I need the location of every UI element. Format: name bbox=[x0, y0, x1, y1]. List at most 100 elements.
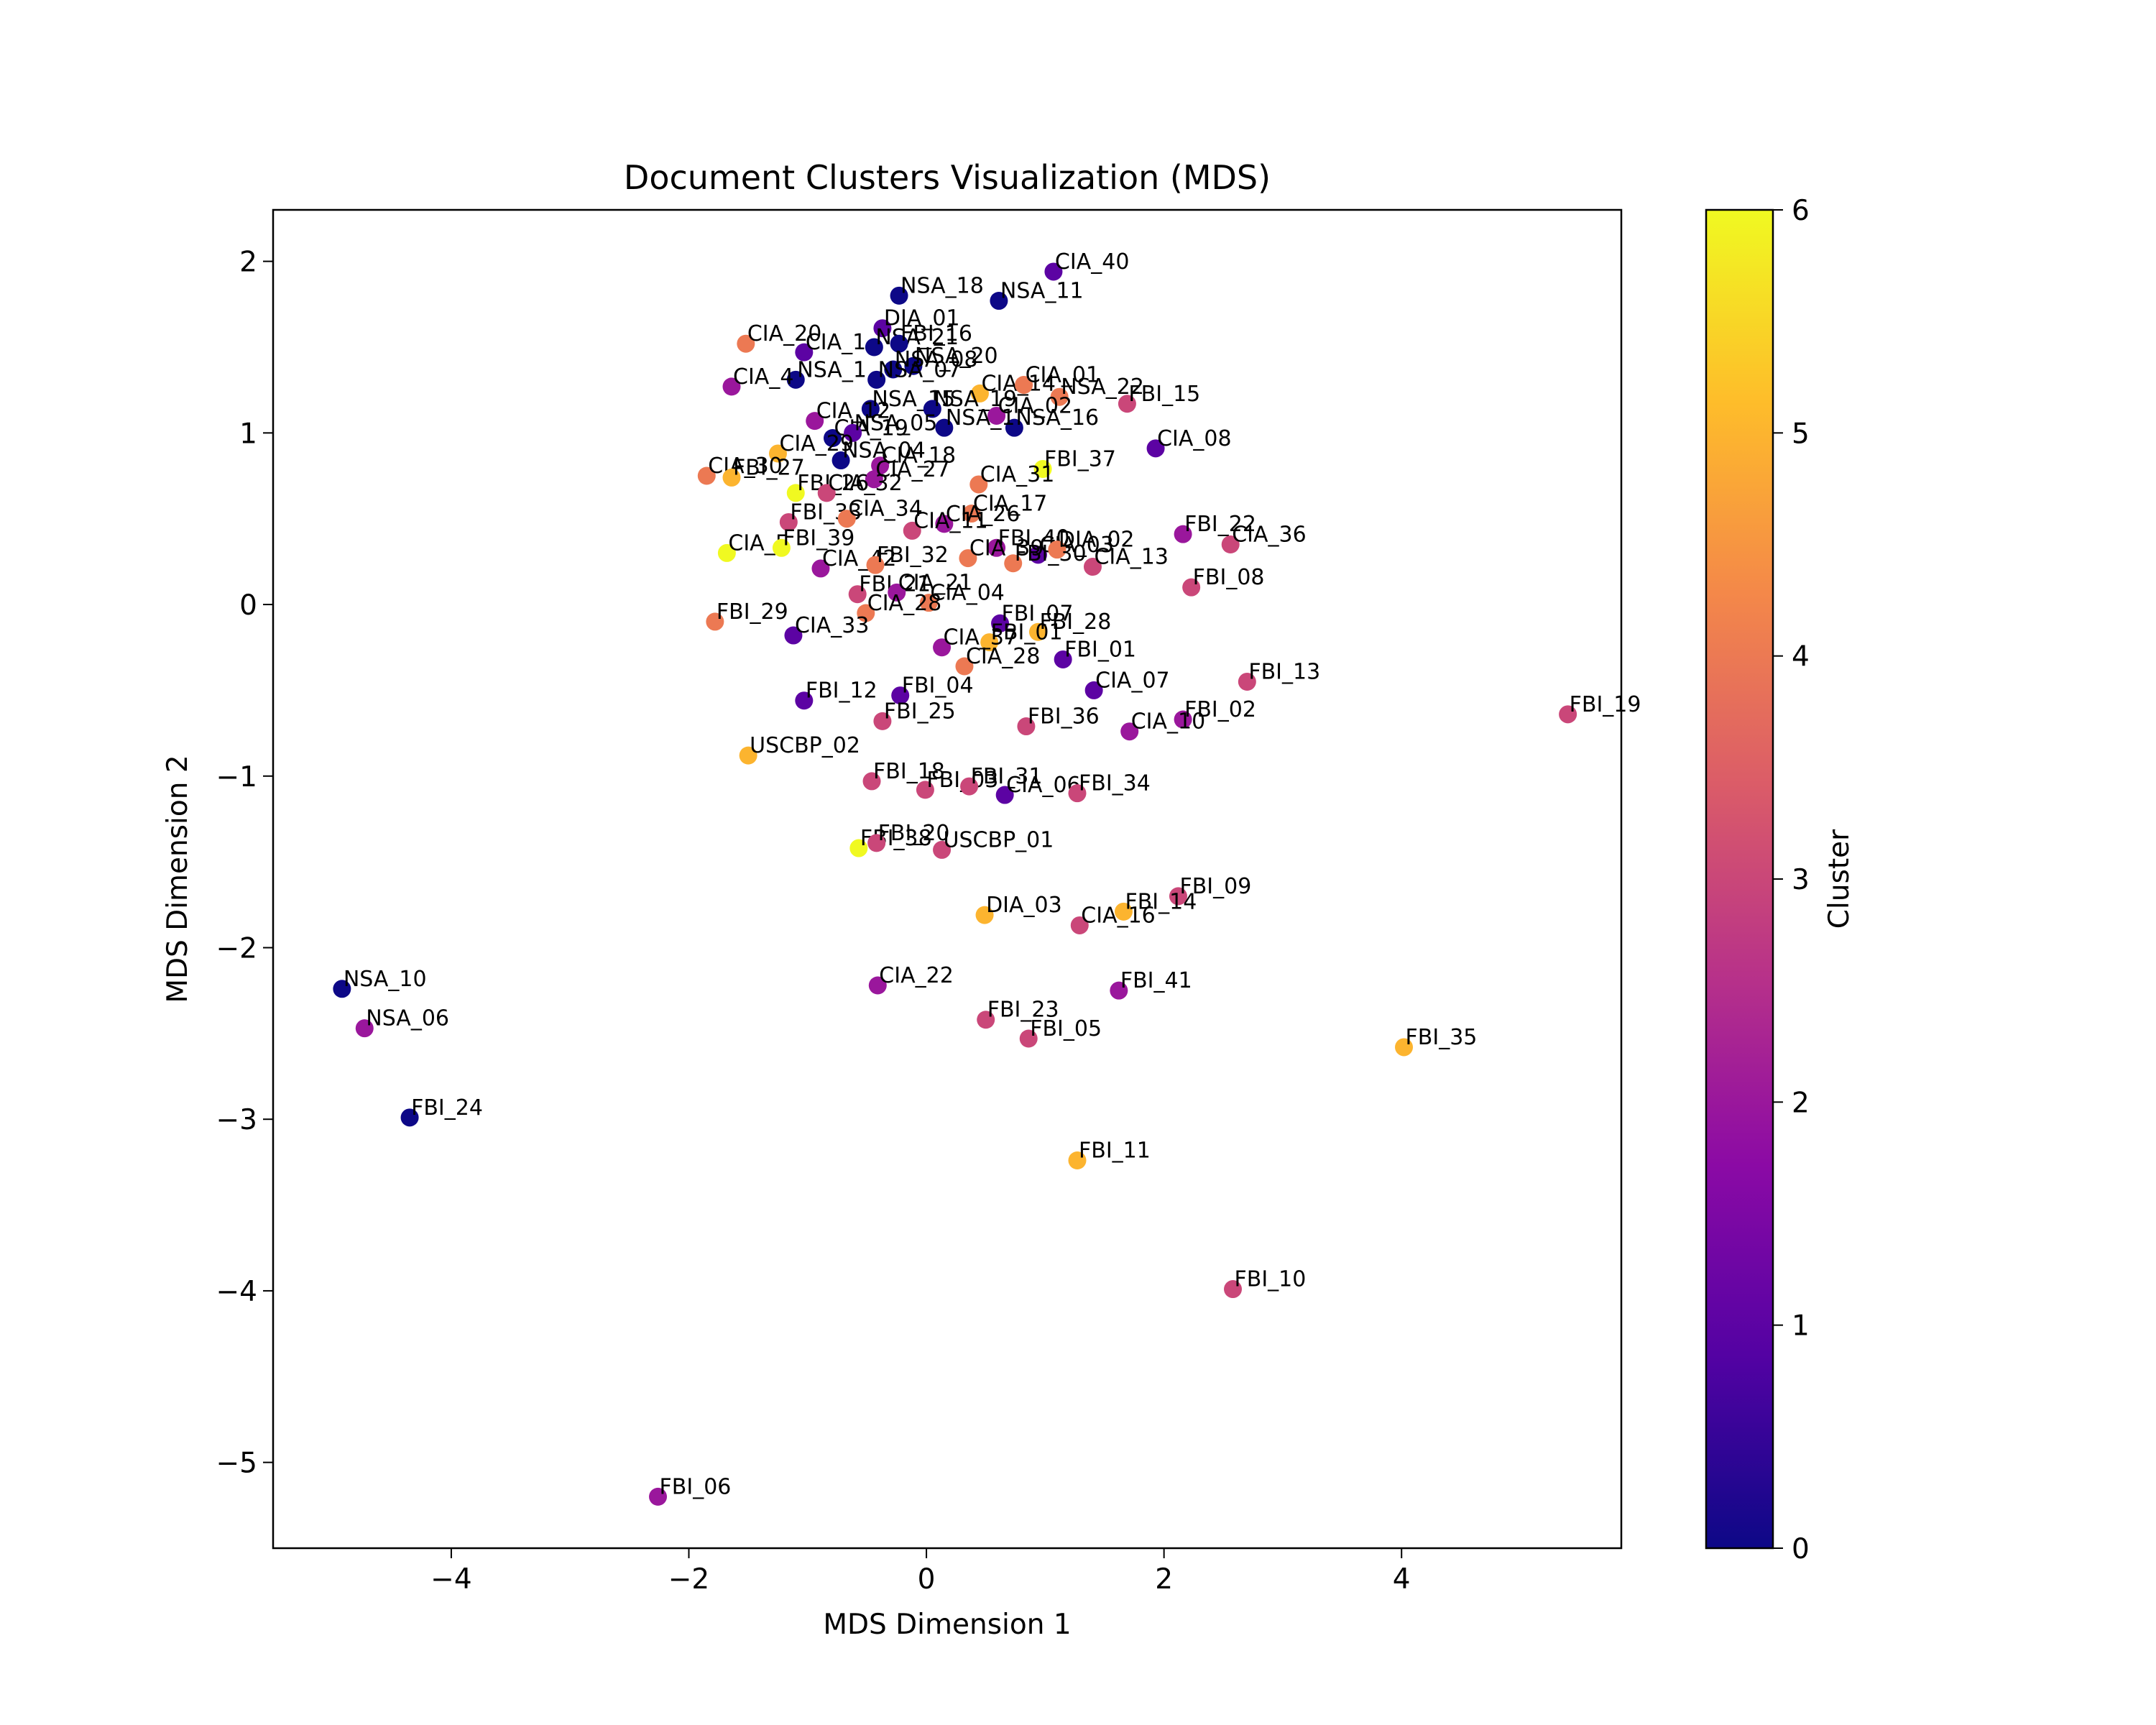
scatter-point bbox=[722, 377, 741, 396]
scatter-point bbox=[1054, 650, 1072, 668]
point-label: FBI_37 bbox=[1044, 446, 1116, 472]
scatter-point bbox=[1559, 705, 1577, 724]
scatter-point bbox=[960, 777, 979, 796]
scatter-point bbox=[959, 549, 977, 568]
colorbar-label: Cluster bbox=[1823, 829, 1856, 929]
scatter-point bbox=[1048, 540, 1067, 559]
colorbar-tick-label: 4 bbox=[1792, 641, 1810, 673]
scatter-point bbox=[1017, 717, 1036, 736]
x-axis-label: MDS Dimension 1 bbox=[823, 1609, 1071, 1641]
point-label: DIA_03 bbox=[986, 893, 1062, 918]
scatter-point bbox=[865, 338, 883, 356]
point-label: CIA_1 bbox=[806, 330, 866, 355]
scatter-point bbox=[1084, 681, 1103, 699]
colorbar: 0 1 2 3 4 5 6 Cluster bbox=[1705, 195, 1856, 1565]
scatter-point bbox=[717, 543, 736, 562]
scatter-point bbox=[1033, 459, 1052, 478]
scatter-point bbox=[831, 451, 850, 470]
scatter-point bbox=[873, 319, 892, 338]
scatter-point bbox=[849, 839, 868, 857]
point-label: NSA_08 bbox=[895, 347, 978, 372]
scatter-point bbox=[772, 538, 791, 557]
scatter-point bbox=[1028, 546, 1047, 564]
scatter-point bbox=[866, 556, 885, 574]
y-tick-label: −3 bbox=[216, 1104, 258, 1136]
x-tick-label: 2 bbox=[1155, 1563, 1173, 1596]
point-label: CIA_34 bbox=[848, 497, 923, 522]
point-label: FBI_34 bbox=[1079, 771, 1151, 796]
point-label: FBI_11 bbox=[1079, 1138, 1151, 1163]
point-label: CIA_40 bbox=[1055, 249, 1130, 275]
point-label: USCBP_02 bbox=[750, 733, 860, 758]
scatter-point bbox=[935, 418, 954, 437]
point-label: NSA_05 bbox=[854, 410, 938, 436]
point-label: NSA_1 bbox=[946, 405, 1015, 431]
colorbar-tick-label: 6 bbox=[1792, 195, 1810, 227]
point-label: FBI_31 bbox=[971, 764, 1043, 789]
point-label: FBI_16 bbox=[900, 321, 972, 346]
point-label: CIA_04 bbox=[930, 581, 1005, 606]
scatter-point bbox=[1169, 887, 1187, 906]
point-label: CIA_20 bbox=[747, 321, 822, 346]
scatter-point bbox=[817, 484, 836, 502]
x-tick-label: 4 bbox=[1393, 1563, 1411, 1596]
point-label: NSA_21 bbox=[875, 325, 959, 350]
point-label: FBI_35 bbox=[1406, 1025, 1478, 1050]
scatter-point bbox=[970, 384, 989, 402]
point-label: FBI_02 bbox=[1184, 697, 1256, 722]
point-label: FBI_09 bbox=[1179, 874, 1251, 899]
point-label: NSA_15 bbox=[872, 387, 955, 412]
point-label: NSA_10 bbox=[344, 967, 427, 992]
scatter-point bbox=[1070, 916, 1089, 934]
scatter-point bbox=[1221, 535, 1240, 553]
point-label: CIA_39 bbox=[969, 536, 1044, 561]
scatter-point bbox=[1068, 1151, 1087, 1169]
scatter-point bbox=[865, 470, 883, 489]
scatter-point bbox=[1004, 554, 1023, 573]
point-label: DIA_01 bbox=[884, 306, 960, 331]
scatter-point bbox=[737, 334, 755, 353]
scatter-point bbox=[873, 712, 892, 730]
point-label: CIA_12 bbox=[816, 399, 891, 424]
point-label: FBI_32 bbox=[877, 543, 949, 568]
scatter-point bbox=[1083, 558, 1102, 576]
scatter-point bbox=[923, 400, 941, 418]
point-label: CIA_33 bbox=[795, 613, 870, 638]
point-label: FBI_07 bbox=[1002, 601, 1074, 626]
point-label: FBI_04 bbox=[902, 673, 974, 699]
plot-frame bbox=[272, 208, 1623, 1550]
point-label: NSA_18 bbox=[900, 273, 984, 298]
x-tick-label: −4 bbox=[430, 1563, 472, 1596]
point-label: FBI_39 bbox=[783, 525, 854, 551]
scatter-point bbox=[987, 406, 1006, 425]
point-label: CIA_21 bbox=[898, 570, 973, 595]
point-label: CIA_31 bbox=[980, 462, 1055, 487]
point-label: FBI_19 bbox=[1570, 692, 1641, 717]
scatter-point bbox=[768, 444, 787, 463]
y-tick-label: 0 bbox=[239, 589, 257, 622]
scatter-point bbox=[868, 976, 887, 995]
scatter-point bbox=[1118, 395, 1136, 413]
x-axis-ticks: −4 −2 0 2 4 bbox=[430, 1548, 1411, 1596]
point-label: CIA_4 bbox=[733, 364, 793, 390]
scatter-point bbox=[904, 356, 923, 375]
point-label: FBI_05 bbox=[1030, 1016, 1102, 1041]
point-label: NSA_1 bbox=[797, 357, 867, 382]
scatter-point bbox=[706, 612, 724, 631]
point-label: CIA_08 bbox=[1157, 426, 1232, 451]
scatter-point bbox=[933, 840, 952, 859]
scatter-point bbox=[1174, 710, 1192, 729]
scatter-point bbox=[995, 786, 1014, 804]
y-tick-label: 1 bbox=[239, 418, 257, 450]
point-label: CIA_18 bbox=[882, 443, 957, 469]
y-axis-label: MDS Dimension 2 bbox=[162, 755, 194, 1003]
point-label: NSA_06 bbox=[366, 1006, 449, 1031]
y-tick-label: −1 bbox=[216, 761, 258, 794]
point-label: NSA_19 bbox=[934, 387, 1017, 412]
scatter-point bbox=[935, 515, 954, 533]
scatter-point bbox=[1395, 1038, 1414, 1057]
scatter-point bbox=[837, 510, 856, 528]
scatter-point bbox=[903, 521, 921, 540]
x-tick-label: −2 bbox=[668, 1563, 710, 1596]
